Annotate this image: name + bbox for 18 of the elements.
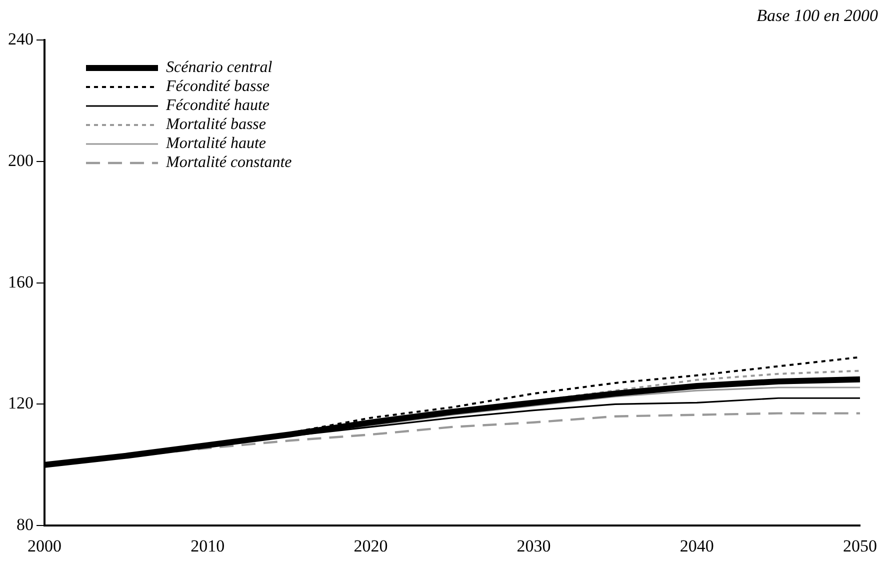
x-tick-label: 2000 [28, 536, 62, 556]
y-tick-label: 240 [8, 29, 34, 48]
y-tick-label: 160 [8, 272, 34, 292]
x-tick-label: 2040 [680, 536, 714, 556]
y-tick-label: 120 [8, 394, 34, 413]
text: Base 100 en 2000 [756, 6, 878, 26]
legend-label: Mortalité haute [166, 134, 266, 153]
x-tick-label: 2030 [516, 536, 551, 556]
legend-label: Mortalité basse [166, 115, 266, 134]
legend-label: Mortalité constante [166, 153, 292, 172]
legend-label: Scénario central [166, 58, 272, 77]
x-tick-label: 2050 [843, 536, 877, 556]
legend-label: Fécondité haute [166, 96, 270, 115]
x-tick-label: 2010 [190, 536, 225, 556]
x-tick-label: 2020 [354, 536, 388, 556]
y-tick-label: 200 [8, 150, 34, 170]
y-tick-label: 80 [16, 515, 34, 534]
legend-label: Fécondité basse [166, 77, 270, 96]
